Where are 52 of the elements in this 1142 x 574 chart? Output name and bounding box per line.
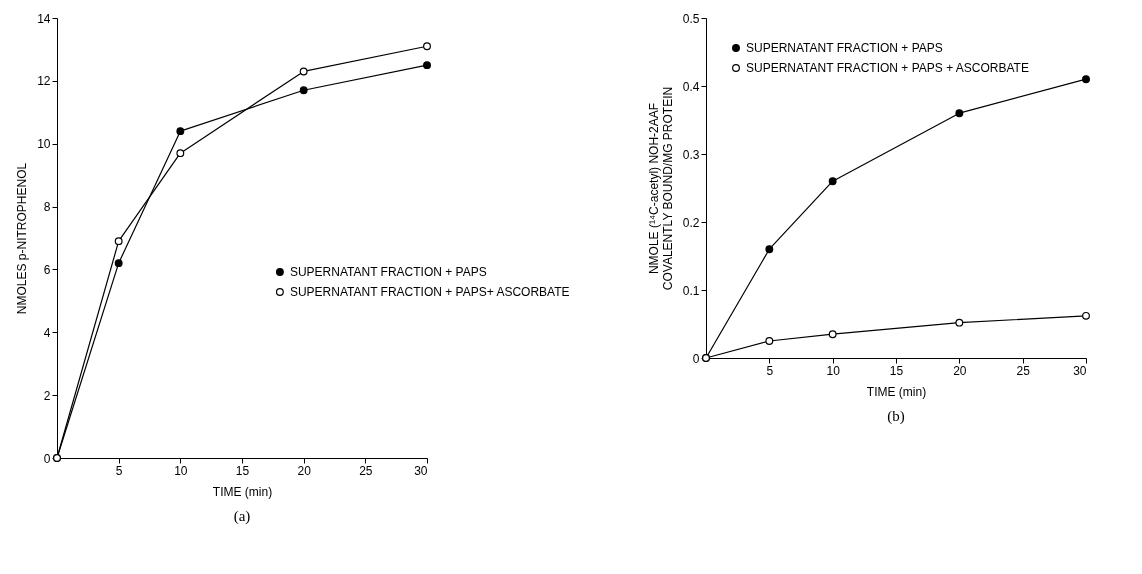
text: (a) <box>233 508 251 525</box>
point <box>828 330 837 339</box>
x-tick-label: 20 <box>953 363 967 378</box>
y-tick-label: 0.4 <box>682 79 700 94</box>
point <box>955 109 964 118</box>
x-tick-label: 25 <box>1016 363 1031 378</box>
x-tick-label: 5 <box>115 463 123 478</box>
y-tick-label: 0.3 <box>682 147 700 162</box>
point <box>299 67 308 76</box>
y-axis-title: NMOLE (¹⁴C-acetyl) NOH-2AAF COVALENTLY BOUND/MG PROTEIN <box>646 86 675 291</box>
y-tick-label: 12 <box>37 74 51 89</box>
point <box>114 237 123 246</box>
x-tick-label: 30 <box>414 463 428 478</box>
y-tick-label: 0.1 <box>682 283 700 298</box>
legend-label: SUPERNATANT FRACTION + PAPS + ASCORBATE <box>746 61 1029 75</box>
x-axis-title: TIME (min) <box>866 384 927 399</box>
point <box>176 127 185 136</box>
y-tick-label: 14 <box>37 11 51 26</box>
y-tick-label: 8 <box>43 200 51 215</box>
y-axis-title: NMOLES p-NITROPHENOL <box>15 162 30 315</box>
y-tick-label: 0.2 <box>682 215 700 230</box>
point <box>1082 311 1090 320</box>
legend-label: SUPERNATANT FRACTION + PAPS+ ASCORBATE <box>289 285 570 299</box>
legend-label: SUPERNATANT FRACTION + PAPS <box>746 41 943 55</box>
point <box>765 245 774 254</box>
point <box>828 177 837 186</box>
y-tick-label: 4 <box>43 325 51 340</box>
point <box>114 259 123 268</box>
point <box>765 337 774 345</box>
point <box>299 86 308 95</box>
point <box>423 42 431 51</box>
x-tick-label: 15 <box>235 463 250 478</box>
y-tick-label: 0.5 <box>682 11 700 26</box>
x-tick-label: 5 <box>766 363 774 378</box>
x-axis-title: TIME (min) <box>212 484 273 499</box>
y-tick-label: 0 <box>692 351 700 366</box>
x-tick-label: 30 <box>1073 363 1087 378</box>
y-tick-label: 2 <box>43 388 51 403</box>
legend-label: SUPERNATANT FRACTION + PAPS <box>289 265 487 279</box>
x-tick-label: 25 <box>359 463 373 478</box>
x-tick-label: 20 <box>297 463 312 478</box>
text: (b) <box>887 408 905 425</box>
point <box>423 61 431 70</box>
x-tick-label: 10 <box>826 363 841 378</box>
y-tick-label: 10 <box>37 137 51 152</box>
point <box>1082 75 1090 84</box>
x-tick-label: 15 <box>889 363 904 378</box>
x-tick-label: 10 <box>174 463 188 478</box>
point <box>955 318 964 327</box>
y-tick-label: 0 <box>43 451 51 466</box>
point <box>176 149 185 158</box>
y-tick-label: 6 <box>43 262 51 277</box>
